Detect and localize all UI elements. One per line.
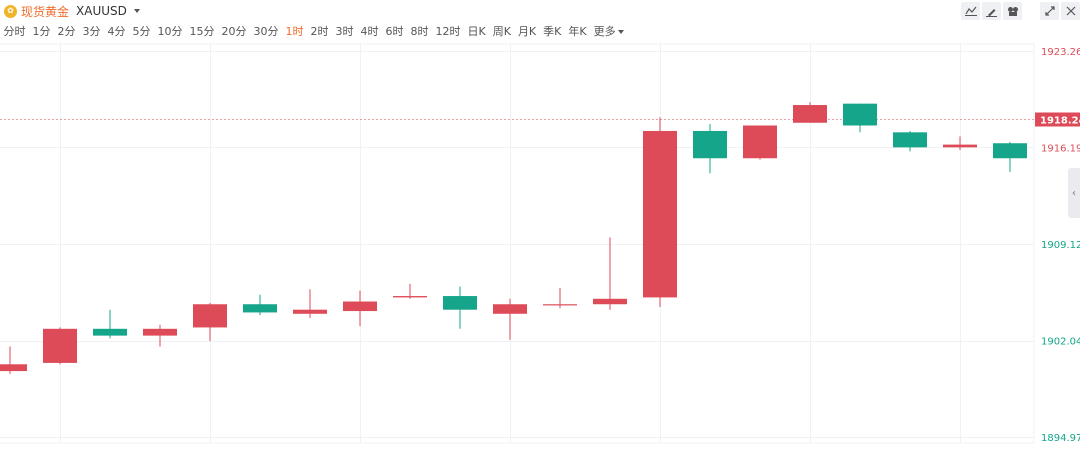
y-tick-label: 1909.12 xyxy=(1041,240,1080,251)
candle-body xyxy=(643,130,677,298)
period-tab[interactable]: 5分 xyxy=(132,25,151,38)
period-tab[interactable]: 1时 xyxy=(285,25,304,38)
candle-body xyxy=(0,364,27,372)
candle-body xyxy=(393,296,427,298)
candle-body xyxy=(743,125,777,159)
period-tab[interactable]: 日K xyxy=(467,25,486,38)
symbol-code: XAUUSD xyxy=(76,4,127,18)
gold-icon: ✿ xyxy=(4,4,17,18)
candle-body xyxy=(293,309,327,314)
y-tick-label: 1923.26 xyxy=(1041,47,1080,58)
candle-body xyxy=(93,328,127,336)
candle-body xyxy=(943,144,977,148)
candle-body xyxy=(43,328,77,363)
period-tab[interactable]: 分时 xyxy=(3,25,26,38)
candle-body xyxy=(543,304,577,306)
y-tick-label: 1916.19 xyxy=(1041,143,1080,154)
candle-body xyxy=(443,296,477,310)
chevron-left-icon: ‹ xyxy=(1072,187,1076,199)
side-panel-toggle[interactable]: ‹ xyxy=(1068,168,1080,218)
period-tab[interactable]: 15分 xyxy=(189,25,215,38)
close-icon[interactable] xyxy=(1061,2,1080,20)
draw-icon[interactable] xyxy=(982,2,1001,20)
last-price-tag xyxy=(1035,112,1080,127)
chevron-down-icon xyxy=(617,30,624,34)
candle-body xyxy=(593,298,627,305)
candle-body xyxy=(993,143,1027,159)
top-toolbar: ✿ 现货黄金 XAUUSD xyxy=(0,0,1080,22)
period-tab[interactable]: 2时 xyxy=(310,25,329,38)
period-tab[interactable]: 6时 xyxy=(385,25,404,38)
candle-body xyxy=(843,103,877,126)
y-tick-label: 1902.04 xyxy=(1041,337,1080,348)
symbol-selector[interactable]: ✿ 现货黄金 XAUUSD xyxy=(4,2,140,20)
period-tab[interactable]: 1分 xyxy=(32,25,51,38)
period-tab[interactable]: 更多 xyxy=(590,23,627,39)
candle-body xyxy=(493,304,527,314)
period-tab[interactable]: 季K xyxy=(543,25,562,38)
period-tab[interactable]: 12时 xyxy=(435,25,461,38)
period-tab[interactable]: 4时 xyxy=(360,25,379,38)
last-price-label: 1918.24 xyxy=(1040,115,1080,126)
candle-body xyxy=(193,304,227,328)
period-tab[interactable]: 2分 xyxy=(57,25,76,38)
fullscreen-icon[interactable] xyxy=(1040,2,1059,20)
chevron-down-icon xyxy=(133,9,140,13)
y-tick-label: 1894.97 xyxy=(1041,433,1080,444)
candle-body xyxy=(793,105,827,123)
chart-tools xyxy=(961,2,1080,20)
candle-body xyxy=(893,132,927,148)
period-tab[interactable]: 3时 xyxy=(335,25,354,38)
period-tab[interactable]: 年K xyxy=(568,25,587,38)
candle-body xyxy=(343,301,377,312)
period-tab[interactable]: 8时 xyxy=(410,25,429,38)
period-tab[interactable]: 月K xyxy=(517,25,537,38)
period-tab[interactable]: 10分 xyxy=(157,25,183,38)
period-tab[interactable]: 4分 xyxy=(107,25,126,38)
candle-body xyxy=(243,304,277,313)
period-tabs: 分时 1分 2分 3分 4分 5分 10分 15分 20分 30分 1时 2时 3时 4时 6时 8时 12时日… xyxy=(0,22,627,40)
indicator-icon[interactable] xyxy=(1003,2,1022,20)
candle-body xyxy=(143,328,177,336)
period-tab[interactable]: 周K xyxy=(492,25,511,38)
candle-body xyxy=(693,130,727,159)
period-tab[interactable]: 30分 xyxy=(253,25,279,38)
chart-style-icon[interactable] xyxy=(961,2,980,20)
symbol-name: 现货黄金 xyxy=(21,4,70,19)
period-tab[interactable]: 3分 xyxy=(82,25,101,38)
period-tab[interactable]: 20分 xyxy=(221,25,247,38)
